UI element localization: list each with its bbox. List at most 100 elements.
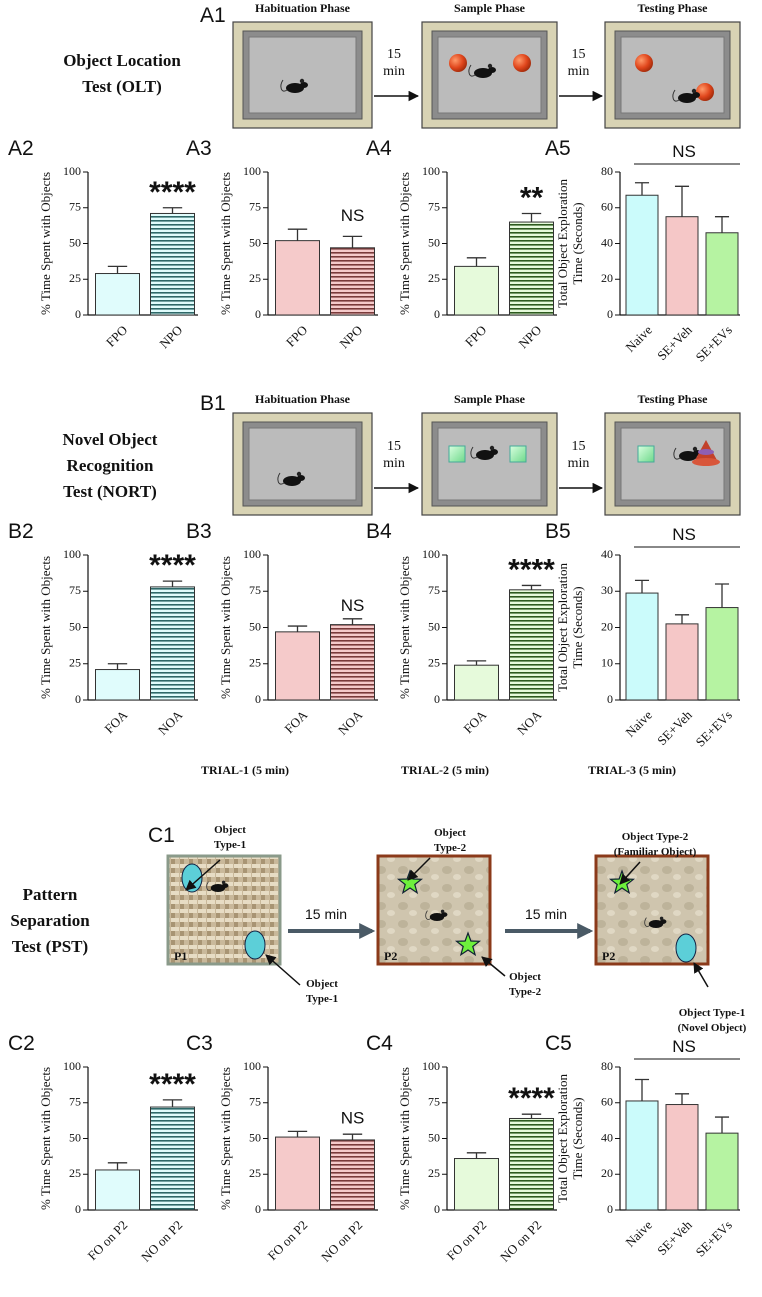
bar xyxy=(150,1106,195,1211)
x-tick-label: NOA xyxy=(155,707,186,738)
phase-title: Habituation Phase xyxy=(255,392,351,406)
bar xyxy=(454,1158,499,1211)
board-label: P2 xyxy=(602,949,615,963)
y-tick-label: 80 xyxy=(601,164,613,178)
error-bar xyxy=(714,583,730,608)
y-axis-label: % Time Spent with Objects xyxy=(38,556,53,699)
object-star xyxy=(396,869,424,895)
error-bar xyxy=(674,614,690,624)
panel-label: C5 xyxy=(545,1032,572,1055)
bar xyxy=(665,623,699,701)
mouse xyxy=(468,63,496,78)
y-tick-label: 50 xyxy=(428,235,440,249)
y-tick-label: 50 xyxy=(249,235,261,249)
x-tick-label: FOA xyxy=(281,707,310,736)
y-tick-label: 100 xyxy=(422,1059,440,1073)
bar xyxy=(275,631,320,701)
board-label: P1 xyxy=(174,949,187,963)
y-axis-label: Total Object Exploration xyxy=(555,178,570,308)
mouse xyxy=(644,916,667,928)
mouse-tail xyxy=(206,881,212,891)
mouse-head xyxy=(222,883,229,888)
y-tick-label: 100 xyxy=(243,547,261,561)
error-bar xyxy=(674,1093,690,1105)
y-tick-label: 0 xyxy=(75,1202,81,1216)
bar xyxy=(509,1117,554,1211)
mouse-body xyxy=(476,450,494,460)
callout: Type-1 xyxy=(306,993,338,1005)
y-tick-label: 25 xyxy=(249,1166,261,1180)
object-cone-band xyxy=(698,449,714,455)
bar xyxy=(454,265,499,316)
y-tick-label: 0 xyxy=(255,307,261,321)
interval: min xyxy=(568,456,590,471)
y-tick-label: 75 xyxy=(428,1095,440,1109)
y-tick-label: 100 xyxy=(63,547,81,561)
annotation: NS xyxy=(341,596,365,615)
error-bar xyxy=(714,1116,730,1134)
object-ball xyxy=(635,54,653,72)
object-ball xyxy=(696,83,714,101)
phase-title: Testing Phase xyxy=(638,1,709,15)
y-tick-label: 75 xyxy=(428,200,440,214)
error-bar xyxy=(162,1099,183,1108)
error-bar xyxy=(521,584,542,590)
error-bar xyxy=(634,579,650,594)
arena-floor xyxy=(248,427,357,501)
error-bar xyxy=(466,660,487,666)
y-tick-label: 75 xyxy=(69,200,81,214)
x-tick-label: FO on P2 xyxy=(265,1217,311,1263)
mouse-body xyxy=(648,920,664,928)
x-tick-label: FPO xyxy=(462,322,489,349)
callout: Object Type-1 xyxy=(679,1007,746,1019)
mouse-head xyxy=(297,475,305,481)
callout-arrow xyxy=(265,954,301,986)
bar xyxy=(665,1104,699,1211)
y-axis-label: % Time Spent with Objects xyxy=(218,1067,233,1210)
mouse-body xyxy=(210,884,226,892)
y-axis-label: % Time Spent with Objects xyxy=(397,1067,412,1210)
error-bar xyxy=(521,1113,542,1119)
panel-label: B3 xyxy=(186,520,212,543)
panel-label: B4 xyxy=(366,520,392,543)
bar xyxy=(150,212,195,316)
mouse xyxy=(277,471,305,486)
y-tick-label: 50 xyxy=(69,235,81,249)
mouse-head xyxy=(300,82,308,88)
bar xyxy=(95,273,140,316)
y-tick-label: 80 xyxy=(601,1059,613,1073)
y-tick-label: 60 xyxy=(601,200,613,214)
y-tick-label: 75 xyxy=(69,583,81,597)
mouse-ear xyxy=(691,88,697,94)
callout: Object Type-2 xyxy=(622,831,689,843)
error-bar xyxy=(287,228,308,241)
x-tick-label: NO on P2 xyxy=(497,1217,544,1264)
x-tick-label: SE+Veh xyxy=(654,707,695,748)
x-tick-label: NO on P2 xyxy=(318,1217,365,1264)
arena-floor xyxy=(437,427,542,501)
callout-arrow xyxy=(407,857,431,881)
interval: 15 xyxy=(572,47,586,62)
test-title: Recognition xyxy=(67,456,154,475)
y-tick-label: 100 xyxy=(243,164,261,178)
y-tick-label: 75 xyxy=(249,200,261,214)
error-bar xyxy=(107,1162,128,1170)
mouse-tail xyxy=(468,64,476,77)
bar xyxy=(150,586,195,701)
trial-title: TRIAL-1 (5 min) xyxy=(201,763,289,777)
object-ball xyxy=(513,54,531,72)
error-bar xyxy=(342,235,363,248)
y-axis-label: % Time Spent with Objects xyxy=(218,556,233,699)
y-tick-label: 0 xyxy=(434,1202,440,1216)
annotation: NS xyxy=(672,142,696,161)
callout: (Familiar Object) xyxy=(614,846,697,858)
x-tick-label: Naive xyxy=(622,1217,655,1250)
object-cube xyxy=(637,445,655,463)
error-bar xyxy=(287,625,308,632)
x-tick-label: NOA xyxy=(335,707,366,738)
bar xyxy=(509,589,554,701)
y-tick-label: 20 xyxy=(601,1166,613,1180)
error-bar xyxy=(714,216,730,233)
bar xyxy=(454,664,499,701)
